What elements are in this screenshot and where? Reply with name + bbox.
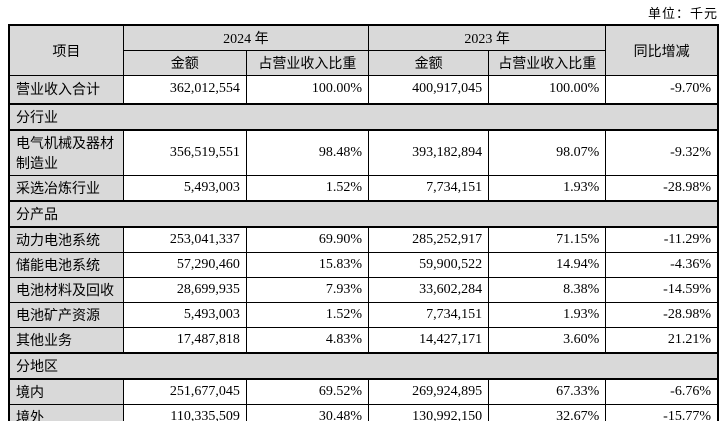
amount-2023-cell: 393,182,894 [367, 129, 490, 176]
section-label-cell: 分地区 [8, 351, 719, 380]
row-label-cell: 电气机械及器材制造业 [8, 129, 124, 176]
header-ratio-2023: 占营业收入比重 [488, 50, 607, 76]
ratio-2023-cell: 71.15% [488, 226, 607, 253]
amount-2023-cell: 14,427,171 [367, 326, 490, 353]
ratio-2023-cell: 1.93% [488, 174, 607, 201]
amount-2023-cell: 269,924,895 [367, 378, 490, 405]
yoy-cell: -9.70% [605, 75, 719, 104]
ratio-2023-cell: 14.94% [488, 251, 607, 278]
ratio-2023-cell: 98.07% [488, 129, 607, 176]
ratio-2024-cell: 4.83% [245, 326, 370, 353]
header-yoy: 同比增减 [605, 24, 719, 76]
ratio-2024-cell: 100.00% [245, 75, 370, 104]
header-year-2024: 2024 年 [122, 24, 370, 51]
section-label-cell: 分产品 [8, 199, 719, 228]
amount-2023-cell: 33,602,284 [367, 276, 490, 303]
amount-2024-cell: 57,290,460 [122, 251, 247, 278]
amount-2024-cell: 28,699,935 [122, 276, 247, 303]
header-row-2: 金额 占营业收入比重 金额 占营业收入比重 [9, 50, 718, 76]
amount-2023-cell: 7,734,151 [367, 301, 490, 328]
amount-2024-cell: 356,519,551 [122, 129, 247, 176]
header-year-2023: 2023 年 [367, 24, 607, 51]
table-row: 电气机械及器材制造业 356,519,551 98.48% 393,182,89… [8, 129, 719, 176]
yoy-cell: -15.77% [605, 403, 719, 421]
ratio-2024-cell: 7.93% [245, 276, 370, 303]
unit-label: 单位：千元 [647, 6, 718, 21]
table-row-total: 营业收入合计 362,012,554 100.00% 400,917,045 1… [8, 75, 719, 104]
yoy-cell: -4.36% [605, 251, 719, 278]
ratio-2024-cell: 30.48% [245, 403, 370, 421]
ratio-2023-cell: 67.33% [488, 378, 607, 405]
header-row-1: 项目 2024 年 2023 年 同比增减 [8, 24, 719, 76]
amount-2024-cell: 362,012,554 [122, 75, 247, 104]
yoy-cell: -6.76% [605, 378, 719, 405]
yoy-cell: -9.32% [605, 129, 719, 176]
amount-2024-cell: 17,487,818 [122, 326, 247, 353]
row-label-cell: 境内 [8, 378, 124, 405]
ratio-2024-cell: 1.52% [245, 301, 370, 328]
ratio-2023-cell: 3.60% [488, 326, 607, 353]
header-amount-2024: 金额 [122, 50, 247, 76]
ratio-2024-cell: 69.90% [245, 226, 370, 253]
revenue-breakdown-table: 项目 2024 年 2023 年 同比增减 金额 占营业收入比重 金额 占营业收… [8, 24, 719, 421]
table-row: 境外 110,335,509 30.48% 130,992,150 32.67%… [8, 403, 719, 421]
row-label-cell: 其他业务 [8, 326, 124, 353]
row-label-cell: 电池材料及回收 [8, 276, 124, 303]
table-row: 电池矿产资源 5,493,003 1.52% 7,734,151 1.93% -… [8, 301, 719, 328]
amount-2023-cell: 130,992,150 [367, 403, 490, 421]
amount-2023-cell: 400,917,045 [367, 75, 490, 104]
section-label-cell: 分行业 [8, 102, 719, 131]
ratio-2024-cell: 98.48% [245, 129, 370, 176]
row-label-cell: 储能电池系统 [8, 251, 124, 278]
row-label-cell: 境外 [8, 403, 124, 421]
ratio-2024-cell: 1.52% [245, 174, 370, 201]
section-row-region: 分地区 [8, 351, 719, 380]
amount-2024-cell: 110,335,509 [122, 403, 247, 421]
amount-2024-cell: 253,041,337 [122, 226, 247, 253]
header-item: 项目 [8, 24, 124, 76]
row-label-cell: 营业收入合计 [8, 75, 124, 104]
header-amount-2023: 金额 [367, 50, 490, 76]
amount-2024-cell: 251,677,045 [122, 378, 247, 405]
table-row: 储能电池系统 57,290,460 15.83% 59,900,522 14.9… [8, 251, 719, 278]
ratio-2023-cell: 32.67% [488, 403, 607, 421]
table-row: 采选冶炼行业 5,493,003 1.52% 7,734,151 1.93% -… [8, 174, 719, 201]
yoy-cell: -28.98% [605, 174, 719, 201]
row-label-cell: 电池矿产资源 [8, 301, 124, 328]
table-row: 电池材料及回收 28,699,935 7.93% 33,602,284 8.38… [8, 276, 719, 303]
ratio-2023-cell: 100.00% [488, 75, 607, 104]
row-label-cell: 动力电池系统 [8, 226, 124, 253]
ratio-2023-cell: 8.38% [488, 276, 607, 303]
table-row: 其他业务 17,487,818 4.83% 14,427,171 3.60% 2… [8, 326, 719, 353]
row-label-cell: 采选冶炼行业 [8, 174, 124, 201]
ratio-2023-cell: 1.93% [488, 301, 607, 328]
yoy-cell: -14.59% [605, 276, 719, 303]
yoy-cell: 21.21% [605, 326, 719, 353]
table-row: 动力电池系统 253,041,337 69.90% 285,252,917 71… [8, 226, 719, 253]
header-ratio-2024: 占营业收入比重 [245, 50, 370, 76]
amount-2023-cell: 7,734,151 [367, 174, 490, 201]
amount-2024-cell: 5,493,003 [122, 174, 247, 201]
ratio-2024-cell: 69.52% [245, 378, 370, 405]
yoy-cell: -28.98% [605, 301, 719, 328]
table-row: 境内 251,677,045 69.52% 269,924,895 67.33%… [8, 378, 719, 405]
ratio-2024-cell: 15.83% [245, 251, 370, 278]
amount-2023-cell: 285,252,917 [367, 226, 490, 253]
amount-2023-cell: 59,900,522 [367, 251, 490, 278]
amount-2024-cell: 5,493,003 [122, 301, 247, 328]
section-row-industry: 分行业 [8, 102, 719, 131]
section-row-product: 分产品 [8, 199, 719, 228]
yoy-cell: -11.29% [605, 226, 719, 253]
